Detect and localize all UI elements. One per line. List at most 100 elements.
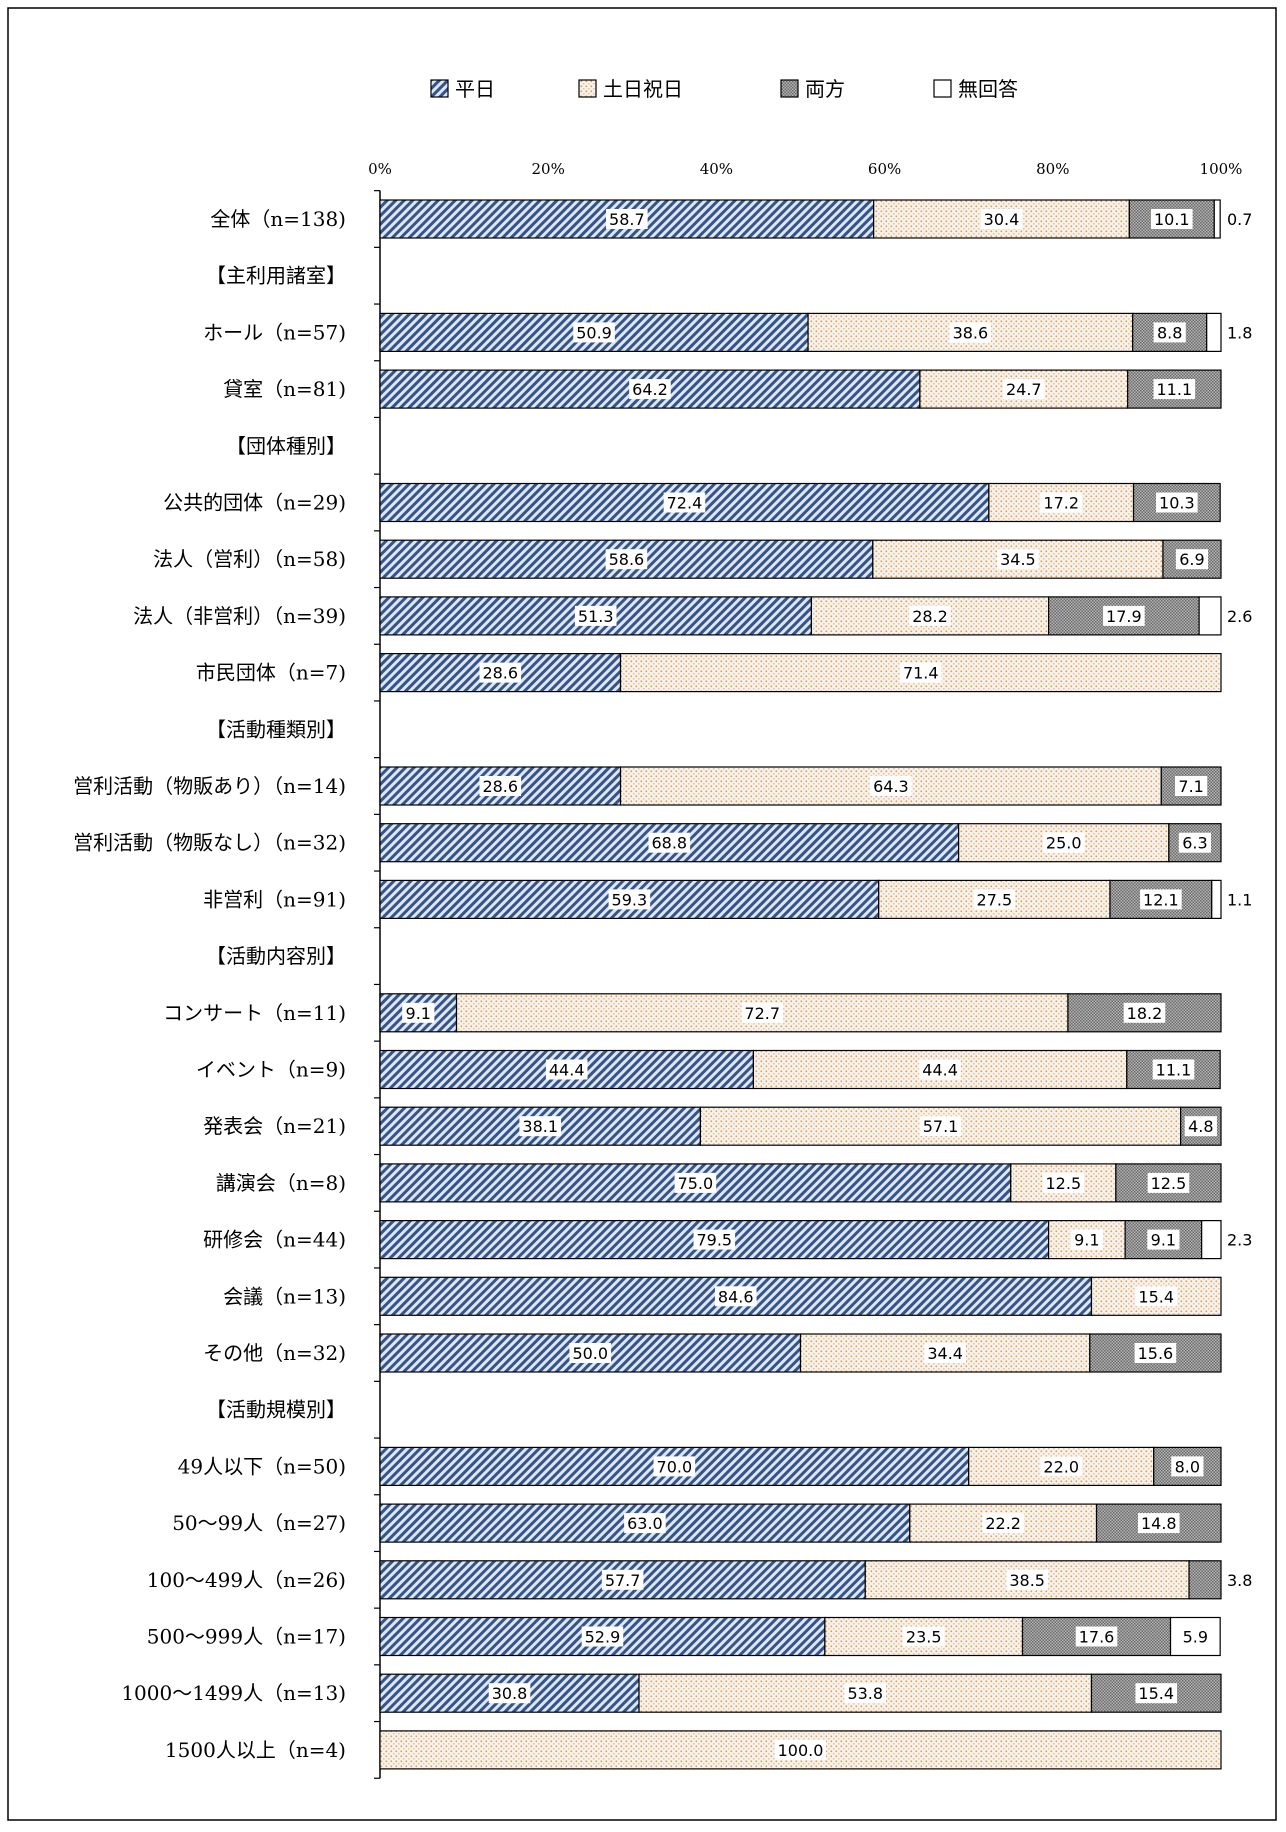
data-label: 12.5 [1046, 1174, 1082, 1193]
category-label: 全体（n=138) [210, 207, 346, 231]
data-label-bg [1002, 379, 1045, 400]
bar-row: 70.0 22.0 8.0 [379, 1446, 1222, 1487]
data-label-bg [1140, 889, 1182, 910]
chart-frame [7, 7, 1277, 1821]
data-label-bg [1040, 492, 1083, 513]
bar-row: 75.0 12.5 12.5 [379, 1163, 1222, 1203]
data-label-bg [1075, 1626, 1118, 1647]
data-label: 38.5 [1009, 1571, 1045, 1590]
data-label-bg [844, 1683, 887, 1704]
data-label-bg [653, 1456, 696, 1477]
bar-row: 44.4 44.4 11.1 [379, 1049, 1221, 1090]
data-label: 63.0 [627, 1514, 663, 1533]
bar-row: 58.7 30.4 10.1 0.7 [379, 199, 1252, 239]
data-label: 38.6 [953, 323, 989, 342]
data-label: 64.3 [873, 777, 909, 796]
data-label-bg [997, 549, 1039, 570]
category-label: 講演会（n=8) [216, 1171, 346, 1195]
data-label: 53.8 [847, 1684, 883, 1703]
bar-row: 79.5 9.1 9.1 2.3 [379, 1219, 1252, 1260]
bar-segment [1198, 596, 1222, 636]
category-label: その他（n=32) [203, 1341, 346, 1365]
data-label-bg [569, 1343, 612, 1363]
data-label-bg [741, 1002, 784, 1023]
category-label: 法人（非営利）（n=39) [133, 604, 346, 628]
data-label: 1.8 [1227, 323, 1252, 342]
data-label-bg [402, 1002, 435, 1023]
data-label: 34.5 [1000, 550, 1036, 569]
data-label-bg [980, 209, 1023, 229]
data-label: 10.1 [1154, 210, 1190, 229]
data-label: 17.2 [1043, 494, 1079, 513]
data-label-bg [1135, 1683, 1178, 1704]
data-label-bg [1123, 1002, 1166, 1023]
data-label: 50.9 [576, 323, 612, 342]
bar-row: 30.8 53.8 15.4 [379, 1673, 1222, 1713]
data-label: 72.7 [744, 1004, 780, 1023]
y-axis: 全体（n=138) 【主利用諸室】ホール（n=57) 貸室（n=81) 【団体種別】公… [73, 190, 381, 1779]
data-label: 15.4 [1138, 1684, 1174, 1703]
data-label: 6.9 [1179, 550, 1204, 569]
data-label: 10.3 [1159, 494, 1195, 513]
x-tick-label: 80% [1036, 160, 1069, 178]
data-label-bg [1147, 1229, 1180, 1250]
bar-row: 68.8 25.0 6.3 [379, 823, 1222, 863]
category-label: 100～499人（n=26) [147, 1568, 346, 1592]
bar-segment [1188, 1560, 1222, 1600]
legend-swatch-0 [430, 79, 449, 98]
data-label: 22.2 [985, 1514, 1021, 1533]
category-label: 1000～1499人（n=13) [121, 1681, 346, 1705]
data-label: 12.1 [1143, 890, 1179, 909]
data-label: 44.4 [549, 1061, 585, 1080]
x-tick-label: 0% [368, 160, 392, 178]
legend-swatch-2 [780, 79, 799, 98]
bars: 58.7 30.4 10.1 0.7 50.9 38.6 8.8 1.8 64.2 24.7 11.… [379, 199, 1252, 1770]
data-label: 1.1 [1227, 890, 1252, 909]
data-label-bg [973, 889, 1016, 910]
category-label: 営利活動（物販なし）（n=32) [73, 831, 346, 855]
data-label-bg [1135, 1286, 1178, 1307]
data-label: 4.8 [1188, 1117, 1213, 1136]
bar-row: 72.4 17.2 10.3 [379, 482, 1221, 523]
data-label-bg [1042, 832, 1085, 853]
data-label-bg [924, 1343, 966, 1363]
data-label-bg [902, 1626, 945, 1647]
data-label: 25.0 [1046, 834, 1082, 853]
data-label-bg [909, 605, 951, 626]
bar-segment [810, 596, 1050, 636]
data-label-bg [479, 776, 522, 796]
x-tick-label: 20% [532, 160, 565, 178]
category-label: 非営利（n=91) [203, 887, 346, 911]
data-label-bg [1156, 492, 1198, 513]
data-label: 100.0 [778, 1741, 824, 1760]
legend-swatch-1 [578, 79, 597, 98]
data-label-bg [1153, 379, 1196, 400]
data-label-bg [605, 549, 648, 570]
data-label: 15.6 [1138, 1344, 1174, 1363]
data-label: 9.1 [1074, 1231, 1099, 1250]
category-label: 49人以下（n=50) [178, 1454, 346, 1478]
bar-row: 28.6 64.3 7.1 [379, 766, 1222, 806]
data-label-bg [1134, 1343, 1177, 1363]
data-label-bg [573, 322, 615, 343]
data-label: 30.4 [984, 210, 1020, 229]
data-label-bg [714, 1286, 757, 1307]
bar-row: 28.6 71.4 [379, 652, 1222, 693]
data-label-bg [1147, 1172, 1190, 1193]
data-label-bg [648, 832, 691, 853]
data-label: 9.1 [406, 1004, 431, 1023]
bar-row: 50.0 34.4 15.6 [379, 1333, 1222, 1373]
data-label: 2.3 [1227, 1231, 1252, 1250]
data-label: 52.9 [585, 1628, 621, 1647]
data-label: 5.9 [1183, 1628, 1208, 1647]
category-label: 研修会（n=44) [203, 1228, 346, 1252]
x-tick-label: 100% [1200, 160, 1243, 178]
data-label: 57.1 [923, 1117, 959, 1136]
legend: 平日 土日祝日 両方 無回答 [430, 77, 1018, 101]
bar-segment [1201, 1219, 1222, 1260]
data-label-bg [899, 662, 942, 683]
category-label: 営利活動（物販あり）（n=14) [73, 774, 346, 798]
section-header: 【主利用諸室】 [206, 264, 346, 288]
bar-segment [1168, 823, 1222, 863]
